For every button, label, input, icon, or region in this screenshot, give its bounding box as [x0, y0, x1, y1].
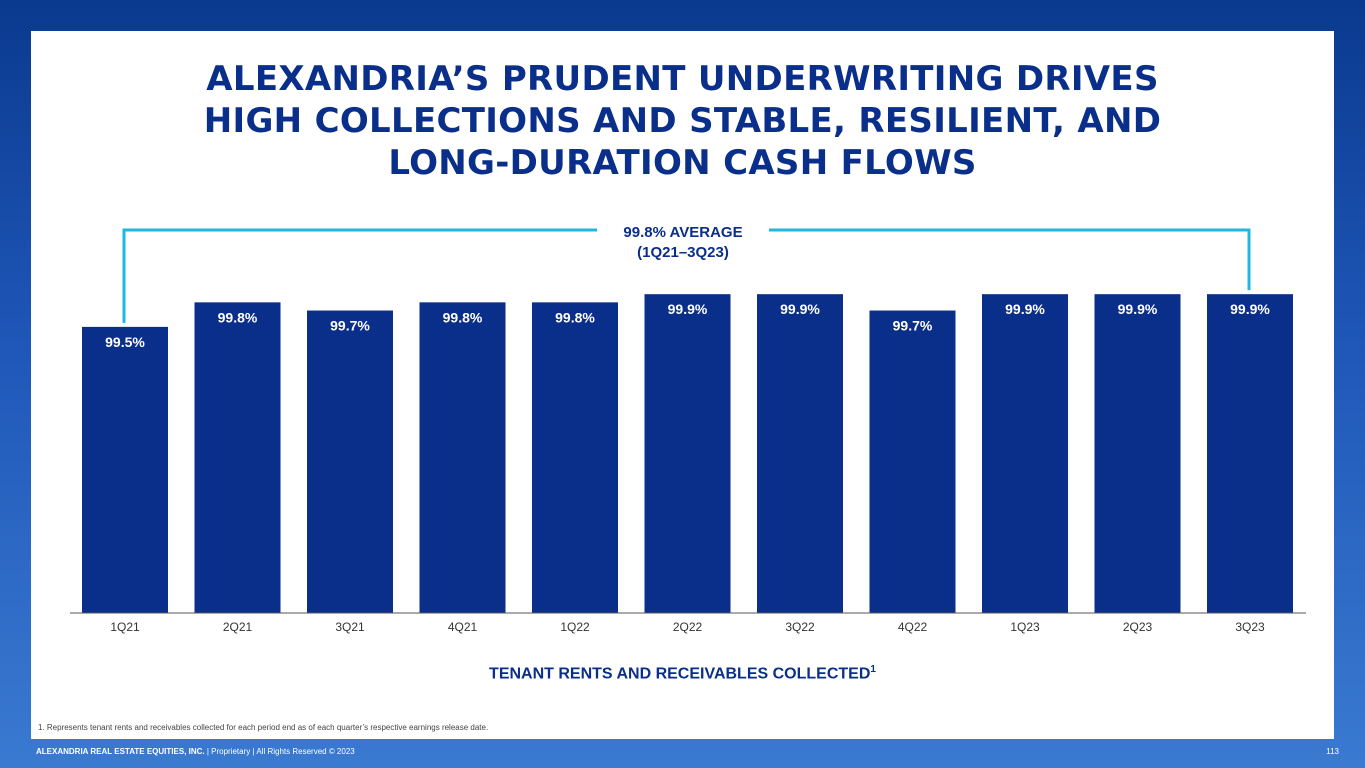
- bar-1q22: [532, 302, 618, 613]
- title-line-2: HIGH COLLECTIONS AND STABLE, RESILIENT, …: [203, 101, 1162, 141]
- average-bracket: [122, 228, 1251, 323]
- footer-company: ALEXANDRIA REAL ESTATE EQUITIES, INC.: [36, 747, 205, 756]
- data-label-3q22: 99.9%: [780, 301, 820, 317]
- data-label-4q21: 99.8%: [443, 309, 483, 325]
- bar-1q21: [82, 326, 168, 613]
- x-tick-1q22: 1Q22: [560, 620, 590, 634]
- data-label-1q23: 99.9%: [1005, 301, 1045, 317]
- data-label-1q21: 99.5%: [105, 334, 145, 350]
- title-line-1: ALEXANDRIA’S PRUDENT UNDERWRITING DRIVES: [206, 59, 1159, 99]
- bar-4q21: [419, 302, 506, 613]
- x-axis-title: TENANT RENTS AND RECEIVABLES COLLECTED1: [0, 664, 1365, 683]
- x-tick-1q23: 1Q23: [1010, 620, 1040, 634]
- footer: ALEXANDRIA REAL ESTATE EQUITIES, INC. | …: [36, 747, 355, 756]
- bar-3q21: [307, 310, 393, 613]
- bar-3q22: [757, 294, 843, 613]
- data-label-3q21: 99.7%: [330, 318, 370, 334]
- average-annotation-line-1: 99.8% AVERAGE: [623, 224, 742, 241]
- data-label-2q22: 99.9%: [668, 301, 708, 317]
- footnote: 1. Represents tenant rents and receivabl…: [38, 723, 489, 732]
- data-label-2q23: 99.9%: [1118, 301, 1158, 317]
- data-label-1q22: 99.8%: [555, 309, 595, 325]
- bar-2q23: [1094, 294, 1181, 613]
- x-tick-3q22: 3Q22: [785, 620, 815, 634]
- average-annotation-line-2: (1Q21–3Q23): [637, 244, 729, 261]
- data-label-2q21: 99.8%: [218, 309, 258, 325]
- x-tick-2q22: 2Q22: [673, 620, 703, 634]
- title-line-3: LONG-DURATION CASH FLOWS: [388, 143, 977, 183]
- data-label-3q23: 99.9%: [1230, 301, 1270, 317]
- x-tick-3q21: 3Q21: [335, 620, 365, 634]
- data-label-4q22: 99.7%: [893, 318, 933, 334]
- bar-3q23: [1207, 294, 1293, 613]
- bar-2q22: [644, 294, 731, 613]
- average-bracket-right: [769, 228, 1251, 291]
- x-tick-1q21: 1Q21: [110, 620, 140, 634]
- bar-2q21: [194, 302, 281, 613]
- average-bracket-left: [122, 228, 597, 323]
- x-tick-3q23: 3Q23: [1235, 620, 1265, 634]
- x-tick-2q23: 2Q23: [1123, 620, 1153, 634]
- bar-4q22: [869, 310, 956, 613]
- slide-title: ALEXANDRIA’S PRUDENT UNDERWRITING DRIVES…: [0, 58, 1365, 184]
- x-axis-title-text: TENANT RENTS AND RECEIVABLES COLLECTED: [489, 665, 871, 683]
- footer-rights: | Proprietary | All Rights Reserved © 20…: [204, 747, 355, 756]
- x-tick-4q21: 4Q21: [448, 620, 478, 634]
- x-tick-2q21: 2Q21: [223, 620, 253, 634]
- bar-1q23: [982, 294, 1068, 613]
- x-tick-4q22: 4Q22: [898, 620, 928, 634]
- page-number: 113: [1326, 747, 1339, 756]
- x-axis-title-footnote-mark: 1: [870, 664, 876, 675]
